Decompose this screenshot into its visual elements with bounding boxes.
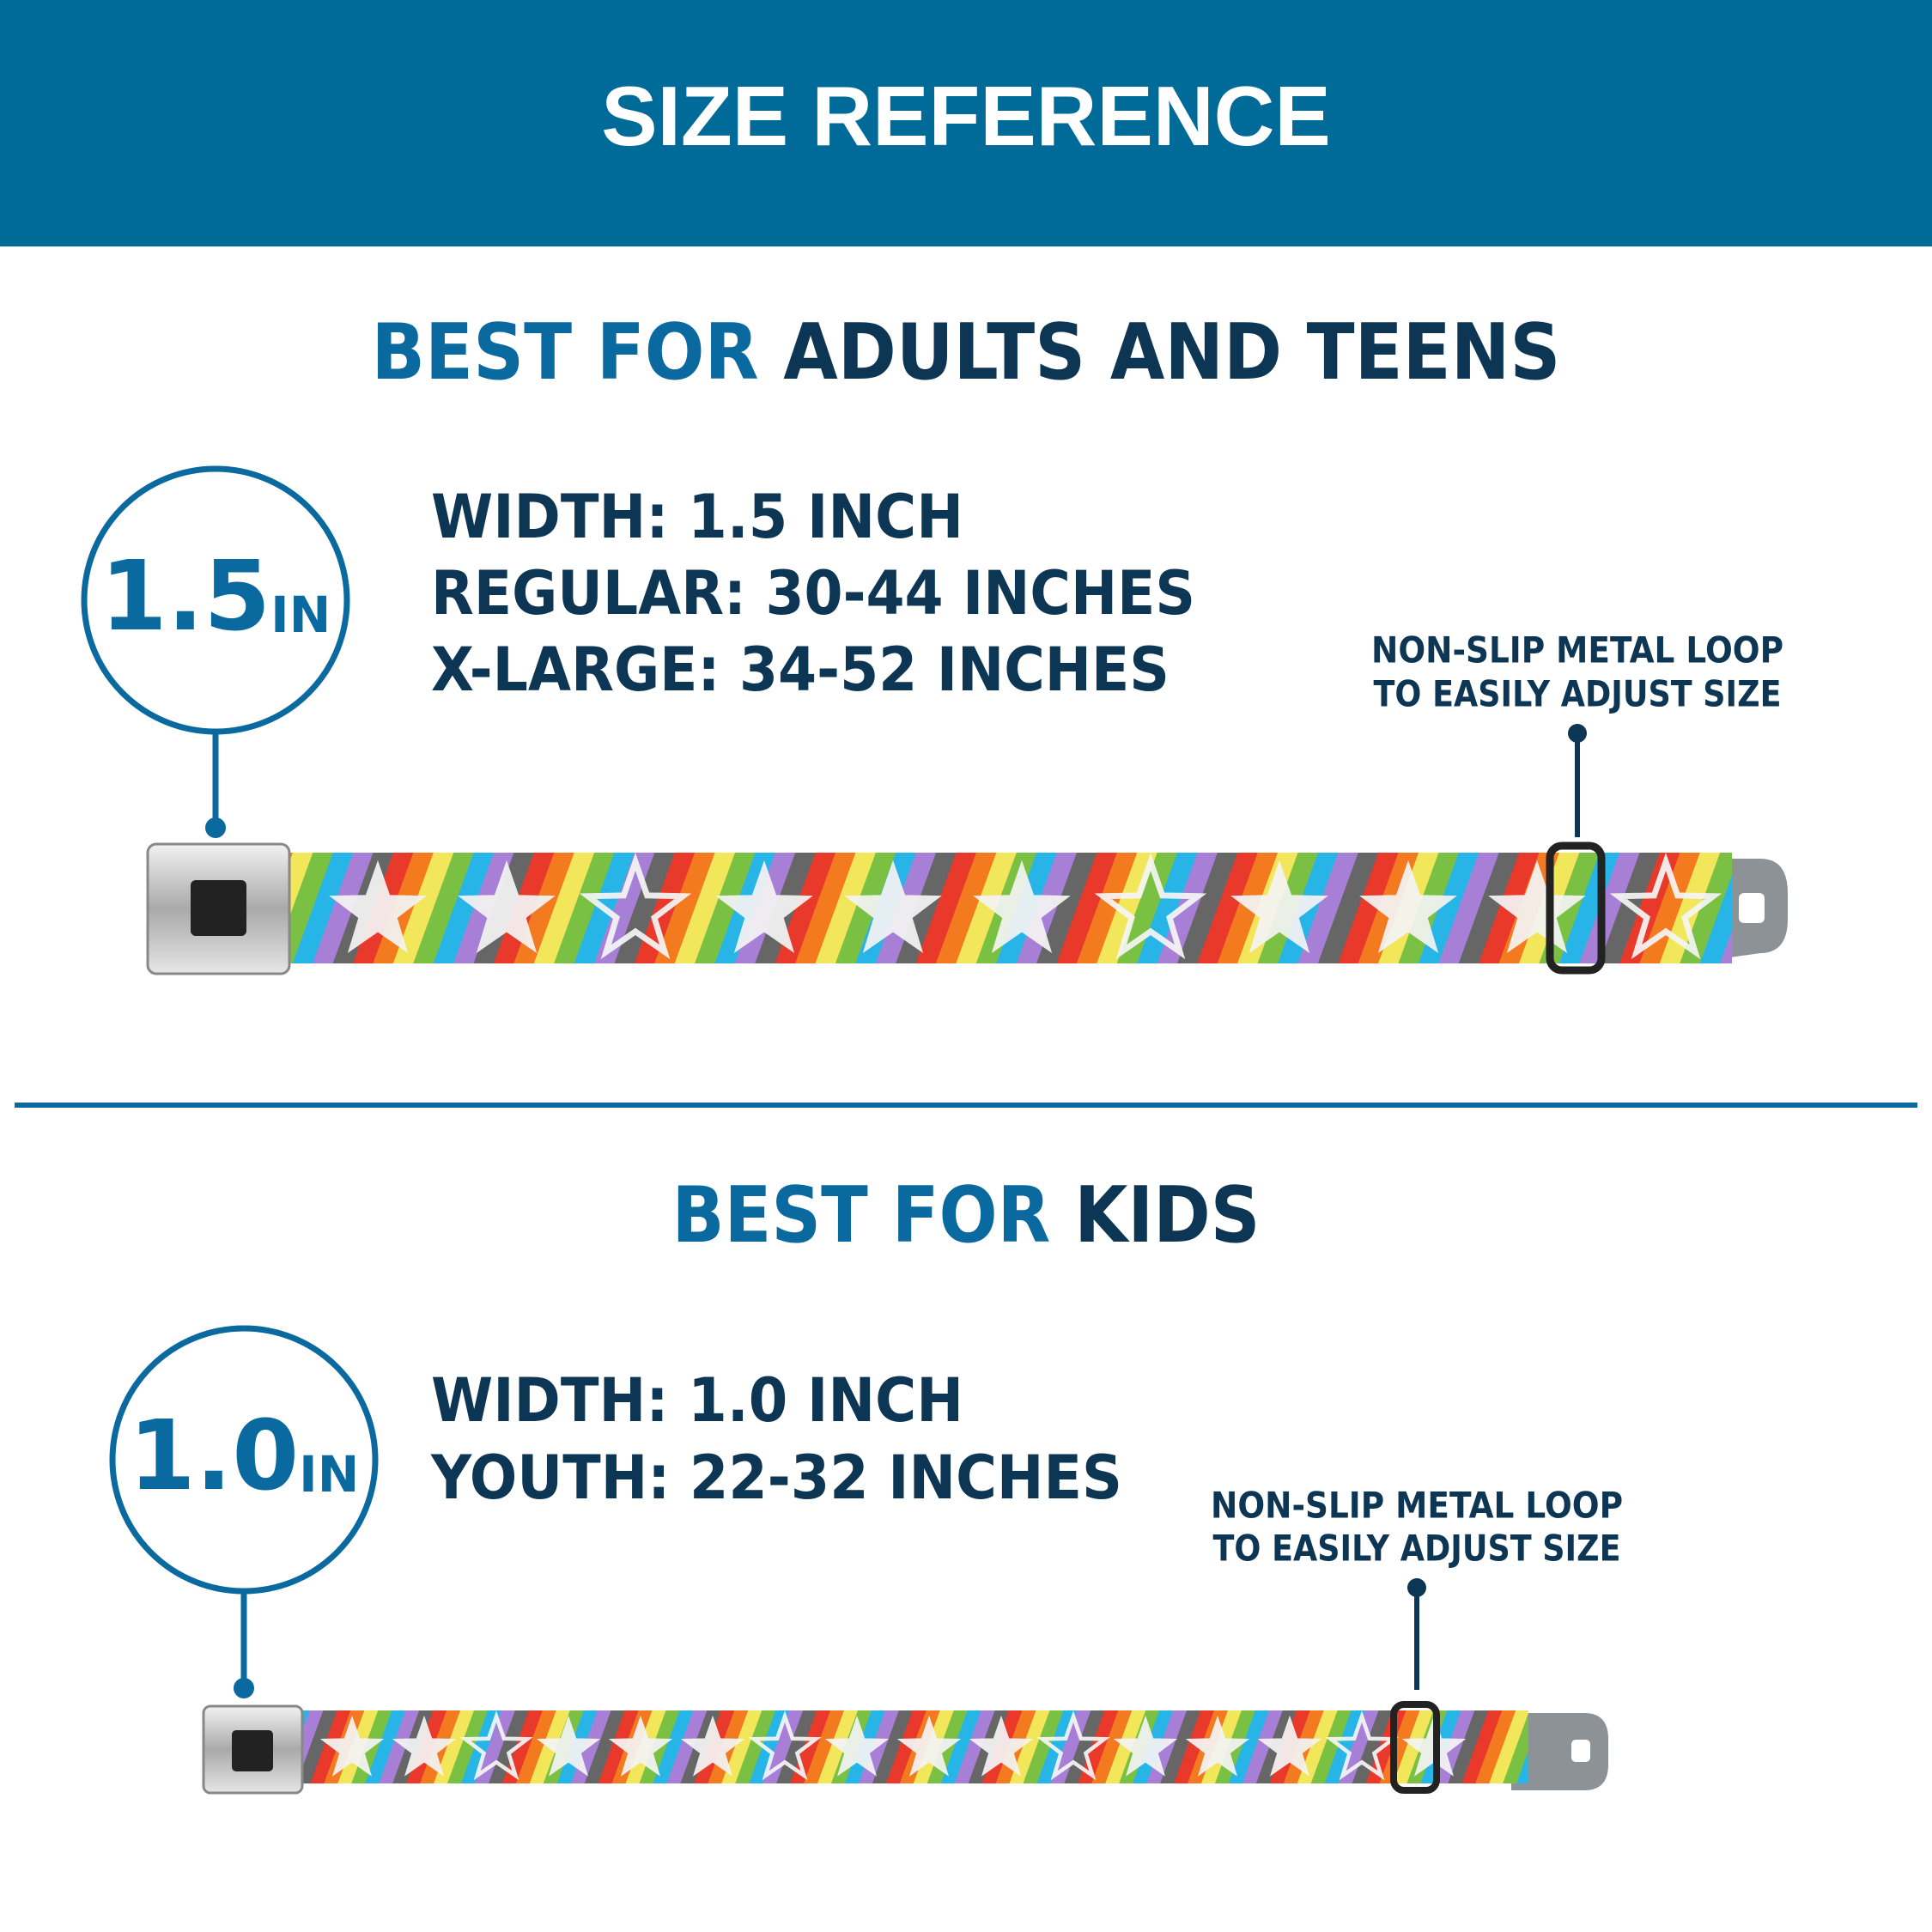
- spec-line: WIDTH: 1.0 INCH: [431, 1365, 963, 1436]
- badge-text: 1.5IN: [100, 541, 331, 653]
- callout-line: NON-SLIP METAL LOOP: [1211, 1485, 1623, 1527]
- heading-lead: BEST FOR: [372, 307, 759, 398]
- spec-line: X-LARGE: 34-52 INCHES: [431, 635, 1170, 705]
- badge-unit: IN: [270, 586, 331, 644]
- size-badge: [109, 1325, 379, 1595]
- section-heading: BEST FOR ADULTS AND TEENS: [372, 307, 1561, 398]
- badge-text: 1.0IN: [129, 1400, 360, 1512]
- badge-unit: IN: [299, 1445, 359, 1504]
- header-bar: [0, 0, 1932, 246]
- header-title: SIZE REFERENCE: [601, 69, 1330, 163]
- pointer-dot: [205, 817, 226, 838]
- spec-line: WIDTH: 1.5 INCH: [431, 482, 963, 552]
- heading-rest: ADULTS AND TEENS: [783, 307, 1560, 398]
- belt-tip: [1511, 1713, 1608, 1790]
- spec-line: REGULAR: 30-44 INCHES: [431, 558, 1195, 629]
- callout-line: TO EASILY ADJUST SIZE: [1374, 673, 1782, 715]
- heading-lead: BEST FOR: [672, 1170, 1051, 1261]
- adjust-loop: [1390, 1701, 1440, 1794]
- spec-line: YOUTH: 22-32 INCHES: [430, 1443, 1122, 1513]
- badge-number: 1.0: [129, 1400, 299, 1512]
- section-heading: BEST FOR KIDS: [672, 1170, 1261, 1261]
- callout-line: NON-SLIP METAL LOOP: [1371, 629, 1783, 671]
- tip-hole: [1739, 893, 1765, 923]
- buckle-logo: [232, 1730, 273, 1771]
- tip-hole: [1571, 1740, 1590, 1762]
- belt-large: [146, 841, 1788, 975]
- pointer-dot: [234, 1678, 254, 1698]
- size-badge: [81, 465, 350, 735]
- badge-number: 1.5: [100, 541, 270, 653]
- buckle-logo: [191, 880, 246, 936]
- belt-small: [202, 1701, 1608, 1795]
- heading-rest: KIDS: [1074, 1170, 1260, 1261]
- callout-line: TO EASILY ADJUST SIZE: [1213, 1528, 1621, 1570]
- adjust-loop: [1546, 841, 1606, 975]
